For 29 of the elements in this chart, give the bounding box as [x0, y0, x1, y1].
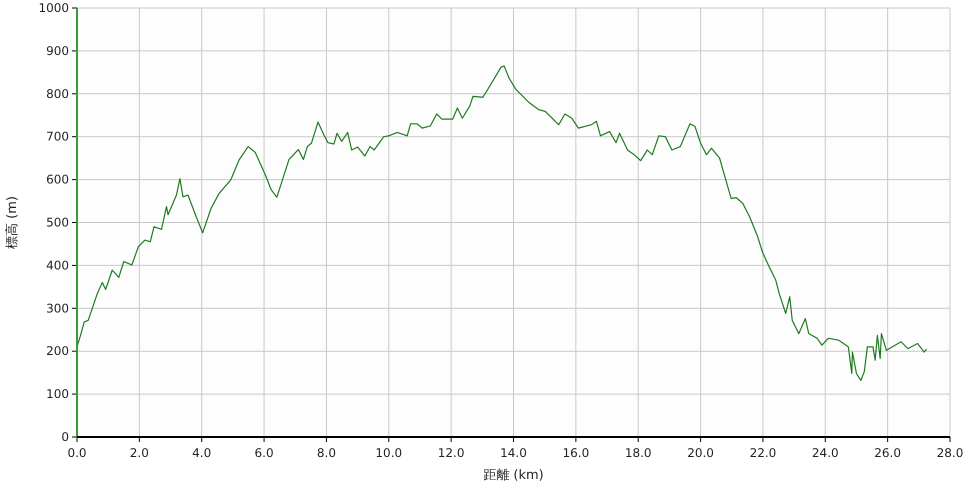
x-axis-title: 距離 (km) [483, 468, 544, 483]
line-series [76, 65, 927, 381]
x-tick-label: 18.0 [624, 446, 652, 460]
x-tick-label: 24.0 [812, 446, 839, 460]
x-tick-label: 4.0 [192, 446, 212, 460]
y-tick-label: 500 [46, 216, 69, 230]
y-tick-label: 800 [46, 86, 69, 101]
x-tick-label: 20.0 [687, 446, 714, 460]
y-axis-title: 標高 (m) [4, 196, 20, 249]
x-tick-label: 26.0 [874, 446, 901, 460]
y-tick-label: 700 [46, 130, 69, 144]
y-tick-label: 900 [46, 44, 69, 58]
x-tick-label: 10.0 [375, 446, 402, 460]
x-tick-label: 28.0 [936, 446, 964, 460]
x-tick-label: 12.0 [438, 446, 464, 460]
y-tick-label: 400 [46, 258, 69, 272]
x-tick-label: 2.0 [130, 446, 149, 460]
x-tick-label: 8.0 [316, 446, 336, 460]
x-tick-label: 16.0 [562, 446, 590, 460]
y-tick-label: 300 [46, 301, 69, 316]
y-tick-label: 600 [46, 172, 69, 187]
x-tick-label: 6.0 [254, 446, 274, 460]
x-tick-label: 0.0 [67, 446, 87, 460]
y-tick-label: 1000 [38, 1, 69, 15]
y-tick-label: 100 [46, 387, 69, 402]
x-tick-label: 14.0 [500, 446, 527, 460]
x-tick-label: 22.0 [750, 446, 776, 460]
y-tick-label: 200 [46, 344, 69, 358]
y-tick-label: 0 [61, 430, 69, 444]
